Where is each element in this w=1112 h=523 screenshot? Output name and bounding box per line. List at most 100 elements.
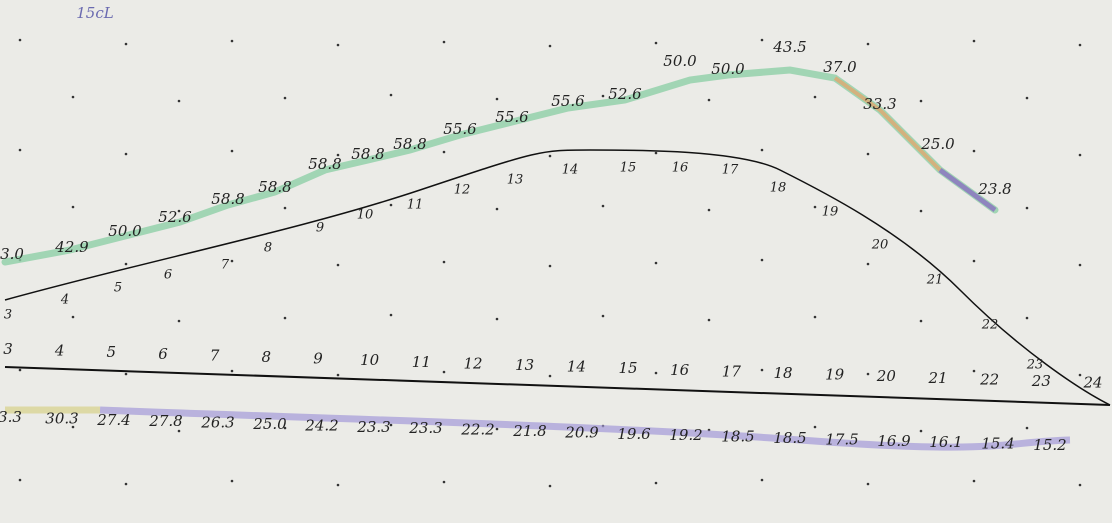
grid-dot [19, 369, 22, 372]
grid-dot [443, 481, 446, 484]
upper-label: 37.0 [823, 58, 857, 76]
upper-label: 58.8 [393, 135, 426, 153]
grid-dot [231, 370, 234, 373]
axis-label: 23 [1031, 372, 1051, 390]
grid-dot [496, 428, 499, 431]
grid-dot [549, 375, 552, 378]
grid-dot [496, 318, 499, 321]
grid-dot [1026, 207, 1029, 210]
grid-dot [867, 43, 870, 46]
lower-label: 24.2 [304, 416, 338, 434]
lower-label: 15.2 [1033, 436, 1066, 454]
upper-label: 58.8 [258, 178, 291, 196]
axis-label: 7 [210, 346, 220, 364]
curve-label: 3 [4, 308, 12, 323]
grid-dot [231, 150, 234, 153]
lower-label: 16.9 [877, 432, 911, 450]
grid-dot [549, 265, 552, 268]
grid-dot [973, 480, 976, 483]
grid-dot [814, 206, 817, 209]
grid-dot [867, 373, 870, 376]
upper-label: 52.6 [158, 208, 192, 226]
lower-label: 19.6 [617, 425, 651, 443]
axis-label: 3 [3, 340, 13, 358]
lower-label: 19.2 [669, 426, 702, 444]
grid-dot [602, 315, 605, 318]
grid-dot [443, 371, 446, 374]
grid-dot [708, 99, 711, 102]
grid-dot [920, 430, 923, 433]
axis-label: 9 [313, 350, 323, 368]
grid-dot [761, 149, 764, 152]
axis-label: 20 [876, 367, 897, 385]
curve-label: 20 [871, 238, 889, 253]
axis-label: 17 [722, 362, 742, 380]
grid-dot [867, 153, 870, 156]
upper-label: 23.8 [977, 180, 1011, 198]
axis-label: 5 [107, 343, 117, 361]
grid-dot [19, 479, 22, 482]
upper-label: 52.6 [608, 85, 642, 103]
axis-label: 12 [463, 354, 482, 372]
upper-label: 25.0 [920, 135, 955, 153]
grid-dot [1079, 154, 1082, 157]
grid-dot [443, 151, 446, 154]
grid-dot [1026, 97, 1029, 100]
grid-dot [337, 484, 340, 487]
grid-dot [337, 264, 340, 267]
corner-note: 15cL [76, 4, 113, 22]
curve-label: 4 [60, 293, 69, 308]
lower-label: 23.3 [356, 418, 390, 436]
curve-label: 22 [981, 318, 999, 333]
grid-dot [708, 319, 711, 322]
grid-dot [973, 260, 976, 263]
grid-dot [973, 370, 976, 373]
grid-dot [178, 100, 181, 103]
axis-label: 10 [360, 351, 380, 369]
grid-dot [602, 95, 605, 98]
upper-label: 42.9 [54, 238, 89, 256]
lower-label: 17.5 [825, 430, 858, 448]
curve-label: 11 [407, 198, 424, 213]
lower-label: 3.3 [0, 408, 22, 426]
grid-dot [178, 320, 181, 323]
grid-dot [655, 152, 658, 155]
curve-label: 14 [562, 163, 579, 178]
grid-dot [19, 149, 22, 152]
grid-dot [390, 204, 393, 207]
lower-label: 21.8 [512, 422, 546, 440]
grid-dot [761, 479, 764, 482]
axis-label: 15 [618, 359, 637, 377]
grid-dot [231, 40, 234, 43]
curve-label: 19 [822, 205, 839, 220]
lower-label: 18.5 [721, 428, 754, 446]
upper-label: 50.0 [663, 52, 697, 70]
curve-label: 5 [114, 281, 122, 296]
curve-label: 21 [926, 273, 944, 288]
grid-dot [602, 205, 605, 208]
grid-dot [72, 96, 75, 99]
photo: 15cL 3.042.950.052.658.858.858.858.858.8… [0, 0, 1112, 523]
grid-dot [1079, 374, 1082, 377]
grid-dot [443, 261, 446, 264]
grid-dot [72, 206, 75, 209]
grid-dot [1026, 317, 1029, 320]
upper-label: 55.6 [443, 120, 477, 138]
curve-label: 13 [507, 173, 524, 188]
axis-label: 4 [54, 342, 65, 360]
grid-dot [549, 45, 552, 48]
grid-dot [761, 259, 764, 262]
curve-label: 8 [264, 241, 272, 256]
upper-label: 55.6 [495, 108, 529, 126]
axis-label: 22 [979, 370, 999, 388]
lower-label: 20.9 [564, 423, 599, 441]
grid-dot [19, 39, 22, 42]
grid-dot [655, 262, 658, 265]
upper-label: 55.6 [551, 92, 585, 110]
curve-label: 12 [454, 183, 471, 198]
lower-label: 30.3 [45, 409, 78, 427]
axis-label: 16 [670, 361, 690, 379]
grid-dot [655, 372, 658, 375]
axis-label: 8 [262, 348, 272, 366]
lower-label: 25.0 [252, 415, 287, 433]
